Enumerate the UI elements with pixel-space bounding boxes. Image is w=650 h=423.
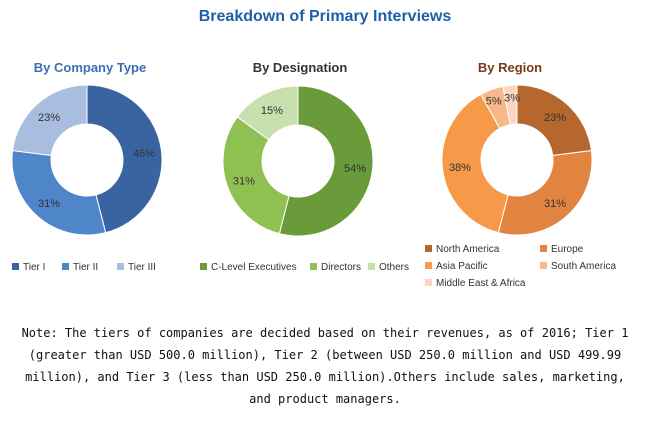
slice-label-2-2: 38% [449,162,471,174]
legend-label-2-0: North America [436,244,500,255]
legend-swatch-1-1 [310,263,317,270]
legend-label-1-0: C-Level Executives [211,262,297,273]
legend-swatch-2-1 [540,245,547,252]
legend-swatch-1-0 [200,263,207,270]
legend-label-2-2: Asia Pacific [436,261,488,272]
chart-title-company-type: By Company Type [33,60,147,75]
legend-label-2-3: South America [551,261,616,272]
legend-label-1-1: Directors [321,262,361,273]
slice-0-0 [86,84,163,234]
legend-swatch-0-0 [12,263,19,270]
legend-swatch-2-3 [540,262,547,269]
chart-title-designation: By Designation [252,60,348,75]
slice-2-4 [502,84,518,126]
slice-2-0 [516,84,592,157]
legend-swatch-0-2 [117,263,124,270]
legend-label-0-2: Tier III [128,262,156,273]
slice-1-0 [278,85,374,237]
slice-label-2-4: 3% [504,92,520,104]
slice-label-1-2: 15% [261,105,283,117]
legend-swatch-1-2 [368,263,375,270]
legend-label-0-1: Tier II [73,262,98,273]
legend-label-1-2: Others [379,262,409,273]
page-title: Breakdown of Primary Interviews [198,8,452,25]
slice-label-0-0: 46% [133,148,155,160]
slice-1-1 [222,116,290,235]
legend-swatch-2-0 [425,245,432,252]
legend-swatch-2-2 [425,262,432,269]
charts-canvas: 46% 31% 23% Tier I Tier II Tier III 54% 31% 15% C… [11,84,616,289]
slice-label-0-1: 31% [38,198,60,210]
chart-title-region: By Region [477,60,543,75]
slice-0-1 [11,150,107,236]
slice-label-1-1: 31% [233,175,255,187]
slice-1-2 [236,85,299,141]
legend-swatch-0-1 [62,263,69,270]
slice-2-1 [497,150,593,236]
slice-label-2-3: 5% [486,96,502,108]
slice-label-0-2: 23% [38,112,60,124]
footnote: Note: The tiers of companies are decided… [21,326,629,406]
legend-swatch-2-4 [425,279,432,286]
legend-label-2-4: Middle East & Africa [436,278,526,289]
slice-label-1-0: 54% [344,163,366,175]
slice-label-2-0: 23% [544,112,566,124]
legend-label-2-1: Europe [551,244,584,255]
slice-label-2-1: 31% [544,198,566,210]
slice-2-2 [441,93,509,234]
slice-0-2 [12,84,88,157]
legend-label-0-0: Tier I [23,262,45,273]
